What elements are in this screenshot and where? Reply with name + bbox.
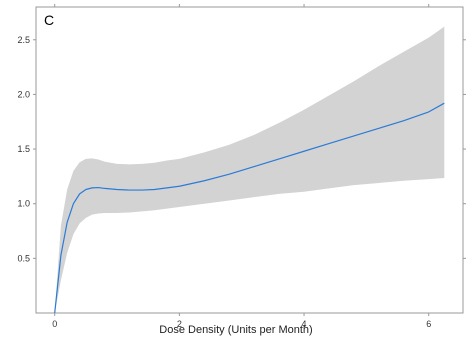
y-tick-label: 2.0 <box>17 89 30 99</box>
plot-frame <box>35 6 464 314</box>
y-tick-label: 1.0 <box>17 199 30 209</box>
x-axis-title: Dose Density (Units per Month) <box>159 324 312 336</box>
panel-label: C <box>44 12 54 28</box>
confidence-band <box>54 26 445 313</box>
x-tick-label: 2 <box>177 319 182 329</box>
y-tick-label: 2.5 <box>17 35 30 45</box>
series-line-estimate <box>54 102 445 314</box>
x-tick-label: 0 <box>52 319 57 329</box>
x-tick-label: 6 <box>426 319 431 329</box>
y-tick-label: 1.5 <box>17 144 30 154</box>
x-tick-label: 4 <box>302 319 307 329</box>
y-tick-label: 0.5 <box>17 253 30 263</box>
